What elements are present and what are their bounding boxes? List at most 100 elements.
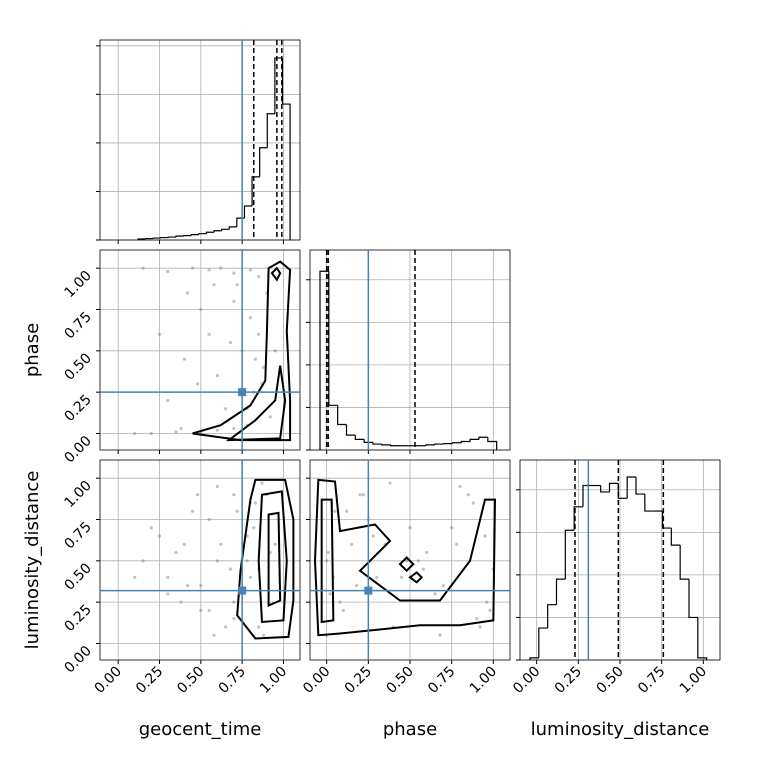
sample-point	[355, 584, 359, 588]
sample-point	[371, 534, 375, 538]
contour	[408, 571, 424, 584]
sample-point	[268, 415, 272, 419]
hist-step	[434, 443, 444, 445]
x-tick-label: 0.50	[593, 664, 626, 697]
sample-point	[325, 559, 329, 563]
sample-point	[328, 592, 332, 596]
x-tick-label: 0.25	[552, 664, 585, 697]
hist-step	[529, 657, 539, 660]
panel: 0.00 0.25 0.50 0.75 1.000.000.250.500.751.00…	[22, 459, 301, 740]
hist-step	[573, 506, 583, 531]
contour	[270, 266, 282, 282]
hist-step	[547, 604, 557, 629]
sample-point	[174, 430, 178, 434]
hist-step	[635, 477, 645, 495]
panel: 0.00 0.25 0.50 0.75 1.00 luminosity_distance	[510, 459, 721, 740]
hist-step	[205, 231, 215, 234]
hist-step	[390, 444, 400, 447]
hist-step	[564, 529, 575, 580]
sample-point	[350, 542, 354, 546]
hist-step	[381, 444, 391, 446]
contour	[313, 478, 497, 637]
hist-step	[274, 57, 283, 114]
sample-point	[262, 633, 266, 637]
sample-point	[433, 592, 437, 596]
panel	[96, 39, 301, 244]
sample-point	[207, 332, 211, 336]
sample-point	[232, 299, 236, 303]
x-tick-label: 1.00	[467, 664, 500, 697]
hist-step	[354, 435, 365, 440]
sample-point	[224, 407, 228, 411]
sample-point	[199, 584, 203, 588]
x-tick-label: 0.75	[216, 664, 249, 697]
sample-point	[425, 550, 429, 555]
sample-point	[235, 509, 239, 513]
sample-point	[215, 559, 219, 563]
hist-step	[478, 436, 488, 440]
sample-point	[338, 600, 342, 604]
hist-step	[266, 113, 275, 148]
sample-point	[199, 608, 203, 613]
y-tick-label: 0.50	[61, 350, 94, 383]
y-axis-label: luminosity_distance	[22, 471, 43, 650]
hist-step	[363, 439, 373, 443]
sample-point	[488, 608, 492, 613]
x-axis-label: geocent_time	[139, 719, 262, 740]
hist-step	[198, 233, 207, 235]
sample-point	[471, 501, 475, 505]
sample-point	[388, 481, 392, 485]
hist-step	[228, 226, 237, 230]
x-tick-label: 0.75	[425, 664, 458, 697]
contour	[398, 556, 415, 573]
sample-point	[133, 431, 137, 436]
sample-point	[253, 357, 257, 361]
hist-step	[697, 617, 708, 660]
frame	[309, 249, 511, 451]
sample-point	[219, 542, 223, 546]
y-tick-label: 0.50	[61, 560, 94, 593]
y-tick-label: 0.00	[61, 643, 94, 676]
sample-point	[257, 274, 261, 279]
sample-point	[405, 559, 409, 563]
hist-step	[345, 424, 356, 436]
x-tick-label: 0.50	[383, 664, 416, 697]
sample-point	[232, 426, 236, 431]
x-tick-label: 0.00	[92, 664, 125, 697]
sample-point	[326, 550, 330, 555]
sample-point	[182, 357, 186, 361]
sample-point	[450, 526, 454, 530]
hist-step	[487, 437, 498, 450]
x-tick-label: 1.00	[257, 664, 290, 697]
sample-point	[257, 625, 261, 629]
sample-point	[228, 340, 233, 345]
sample-point	[475, 617, 479, 621]
contour	[320, 498, 335, 624]
sample-point	[207, 608, 211, 613]
y-tick-label: 1.00	[61, 478, 94, 511]
sample-point	[207, 517, 211, 522]
sample-point	[252, 526, 256, 530]
hist-step	[221, 228, 230, 231]
sample-point	[248, 575, 253, 579]
hist-step	[538, 627, 548, 658]
sample-point	[408, 526, 412, 530]
sample-point	[416, 559, 420, 563]
hist-step	[688, 579, 698, 619]
sample-point	[245, 559, 249, 563]
hist-step	[190, 234, 199, 236]
hist-step	[582, 484, 592, 507]
hist-step	[555, 578, 566, 605]
sample-point	[455, 542, 459, 546]
y-tick-label: 0.00	[61, 433, 94, 466]
sample-point	[421, 567, 425, 571]
sample-point	[166, 269, 170, 274]
sample-point	[195, 493, 200, 497]
sample-point	[182, 542, 186, 546]
sample-point	[215, 374, 219, 378]
hist-step	[137, 238, 146, 240]
hist-step	[469, 438, 479, 442]
sample-point	[141, 559, 145, 563]
x-tick-label: 0.25	[342, 664, 375, 697]
